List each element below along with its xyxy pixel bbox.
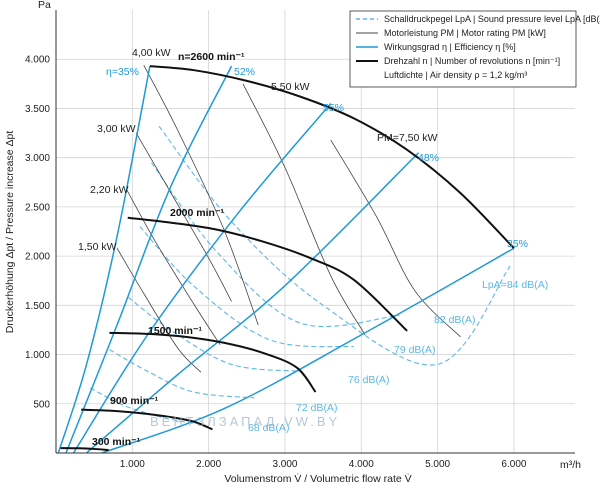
y-tick-label: 1.000: [25, 350, 50, 361]
y-axis-unit: Pa: [38, 0, 51, 11]
sound-label-68: 68 dB(A): [248, 422, 289, 434]
sound-level-lines: [90, 125, 511, 425]
sound-label-82: 82 dB(A): [434, 314, 475, 326]
efficiency-label-55: 55%: [323, 102, 344, 114]
y-tick-label: 2.000: [25, 252, 50, 263]
x-axis-label: Volumenstrom V̇ / Volumetric flow rate V…: [224, 472, 411, 485]
motor-rating-line-1: [242, 83, 366, 336]
sound-level-line-5: [90, 387, 194, 425]
sound-label-79: 79 dB(A): [394, 344, 435, 356]
sound-label-72: 72 dB(A): [296, 402, 337, 414]
speed-label-1500: 1500 min⁻¹: [148, 325, 202, 337]
speed-label-900: 900 min⁻¹: [110, 395, 159, 407]
chart-axes: 1.000 2.000 3.000 4.000 5.000 6.000 500 1.000 1.…: [25, 10, 575, 470]
y-tick-label: 3.000: [25, 153, 50, 164]
speed-curve-1: [127, 216, 408, 332]
curve-labels: n=2600 min⁻¹ 2000 min⁻¹ 1500 min⁻¹ 900 min⁻…: [78, 47, 548, 448]
y-axis-label: Druckerhöhung Δpt / Pressure increase Δp…: [4, 131, 16, 334]
motor-label-3kw: 3,00 kW: [97, 123, 136, 135]
x-tick-label: 4.000: [349, 459, 374, 470]
sound-level-line-1: [150, 162, 400, 327]
efficiency-curve-2: [72, 103, 332, 454]
motor-label-1-5kw: 1,50 kW: [78, 241, 117, 253]
speed-label-300: 300 min⁻¹: [92, 436, 141, 448]
motor-label-7-5kw: PM=7,50 kW: [377, 132, 437, 144]
legend-box: [349, 10, 577, 88]
sound-level-line-2: [139, 226, 354, 348]
speed-label-2600: n=2600 min⁻¹: [178, 51, 245, 63]
motor-label-4kw: 4,00 kW: [132, 47, 171, 59]
motor-label-5-5kw: 5,50 kW: [271, 81, 310, 93]
x-tick-label: 2.000: [196, 459, 221, 470]
speed-curve-4: [60, 447, 109, 452]
legend-entry: Wirkungsgrad η | Efficiency η [%]: [384, 42, 516, 52]
motor-rating-line-3: [135, 132, 232, 302]
motor-label-2-2kw: 2,20 kW: [90, 184, 129, 196]
efficiency-curves: [57, 65, 515, 454]
legend-entry: Schalldruckpegel LpA | Sound pressure le…: [384, 14, 600, 24]
efficiency-curve-4: [101, 247, 515, 454]
y-tick-label: 3.500: [25, 104, 50, 115]
y-tick-label: 500: [33, 399, 50, 410]
watermark: ВЕНТЗЛЗАПАД VW.BY: [150, 414, 340, 429]
sound-label-84: LpA=84 dB(A): [482, 279, 548, 291]
x-tick-label: 3.000: [272, 459, 297, 470]
efficiency-curve-1: [65, 65, 233, 454]
y-tick-label: 1.500: [25, 301, 50, 312]
motor-rating-line-2: [330, 139, 461, 338]
efficiency-label-48: 48%: [418, 152, 439, 164]
efficiency-curve-3: [86, 152, 420, 454]
efficiency-label-52: 52%: [234, 66, 255, 78]
legend: Schalldruckpegel LpA | Sound pressure le…: [349, 10, 600, 88]
x-tick-label: 5.000: [425, 459, 450, 470]
legend-entry: Drehzahl n | Number of revolutions n [mi…: [384, 56, 560, 66]
legend-entry: Motorleistung PM | Motor rating PM [kW]: [384, 28, 546, 38]
speed-curve-0: [149, 65, 515, 249]
x-axis-unit: m³/h: [560, 459, 581, 471]
sound-level-line-4: [109, 349, 255, 399]
efficiency-label-35-right: 35%: [507, 238, 528, 250]
sound-label-76: 76 dB(A): [348, 374, 389, 386]
sound-level-line-3: [128, 297, 301, 372]
x-tick-label: 6.000: [501, 459, 526, 470]
y-tick-label: 4.000: [25, 55, 50, 66]
speed-curve-2: [109, 331, 317, 393]
motor-rating-line-0: [143, 64, 259, 326]
legend-entry: Luftdichte | Air density ρ = 1,2 kg/m³: [384, 70, 527, 80]
speed-curves: [60, 65, 515, 452]
motor-rating-line-5: [116, 248, 202, 373]
motor-rating-line-4: [126, 189, 221, 345]
x-tick-label: 1.000: [120, 459, 145, 470]
efficiency-curve-0: [57, 65, 151, 454]
speed-label-2000: 2000 min⁻¹: [170, 207, 224, 219]
speed-curve-3: [81, 408, 213, 431]
efficiency-label-35-left: η=35%: [106, 66, 139, 78]
sound-level-line-0: [158, 125, 511, 366]
y-tick-label: 2.500: [25, 202, 50, 213]
